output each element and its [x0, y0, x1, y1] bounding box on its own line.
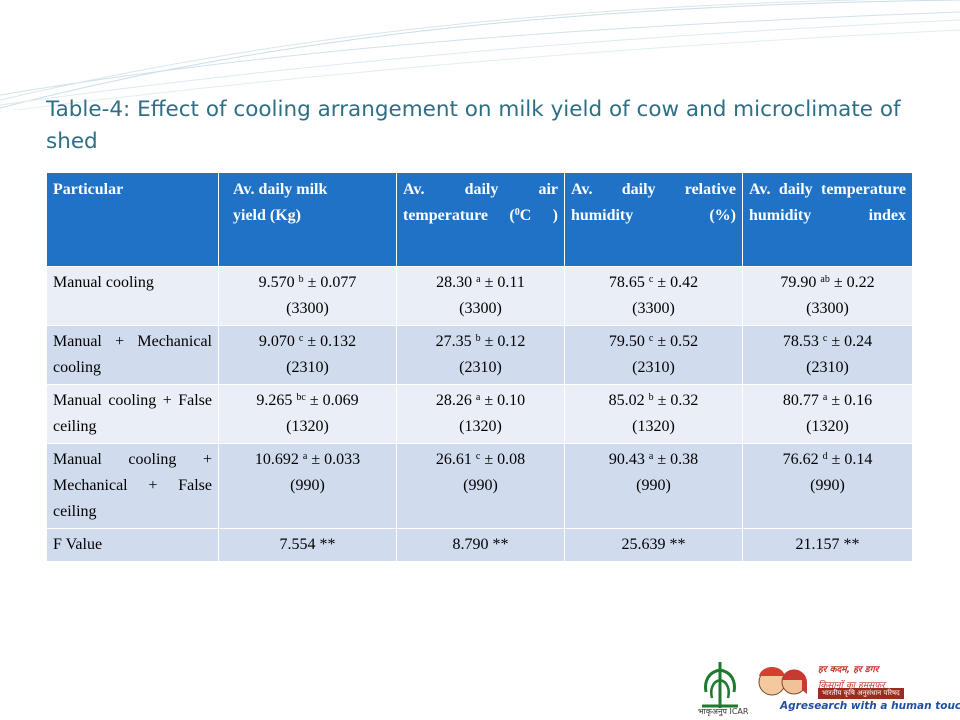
data-cell: 27.35 b ± 0.12 (2310): [396, 325, 565, 385]
data-cell: 9.570 b ± 0.077 (3300): [218, 266, 397, 326]
f-value-cell: 21.157 **: [742, 528, 913, 562]
data-table: Particular Av. daily milk yield (Kg) Av.…: [46, 172, 913, 562]
table-row: Manual + Mechanical cooling 9.070 c ± 0.1…: [46, 325, 913, 385]
f-value-label: F Value: [46, 528, 219, 562]
data-cell: 9.070 c ± 0.132 (2310): [218, 325, 397, 385]
f-value-row: F Value 7.554 ** 8.790 ** 25.639 ** 21.1…: [46, 528, 913, 562]
header-milk-yield: Av. daily milk yield (Kg): [218, 172, 397, 267]
data-cell: 85.02 b ± 0.32 (1320): [564, 384, 743, 444]
decorative-swoosh: [0, 0, 960, 110]
slide-title: Table-4: Effect of cooling arrangement o…: [46, 97, 901, 154]
header-thi: Av. daily temperature humidity index: [742, 172, 913, 267]
header-particular: Particular: [46, 172, 219, 267]
f-value-cell: 8.790 **: [396, 528, 565, 562]
data-cell: 79.90 ab ± 0.22 (3300): [742, 266, 913, 326]
header-humidity: Av. daily relative humidity (%): [564, 172, 743, 267]
row-particular: Manual + Mechanical cooling: [46, 325, 219, 385]
row-particular: Manual cooling: [46, 266, 219, 326]
f-value-cell: 7.554 **: [218, 528, 397, 562]
row-particular: Manual cooling + False ceiling: [46, 384, 219, 444]
data-cell: 10.692 a ± 0.033 (990): [218, 443, 397, 529]
header-air-temp: Av. daily air temperature (0C ): [396, 172, 565, 267]
hindi-slogan-1: हर कदम, हर डगर: [818, 665, 879, 675]
table-header-row: Particular Av. daily milk yield (Kg) Av.…: [46, 172, 913, 267]
data-cell: 28.26 a ± 0.10 (1320): [396, 384, 565, 444]
table-row: Manual cooling + False ceiling 9.265 bc ±…: [46, 384, 913, 444]
icar-hindi-name: भारतीय कृषि अनुसंधान परिषद: [818, 688, 904, 699]
icar-caption: भाकृअनुप ICAR: [698, 707, 749, 716]
hindi-slogan-2: किसानों का हमसफर: [818, 681, 885, 691]
table-row: Manual cooling 9.570 b ± 0.077 (3300) 28.30…: [46, 266, 913, 326]
data-cell: 76.62 d ± 0.14 (990): [742, 443, 913, 529]
icar-logo: [702, 662, 738, 708]
data-cell: 79.50 c ± 0.52 (2310): [564, 325, 743, 385]
row-particular: Manual cooling + Mechanical + False ceil…: [46, 443, 219, 529]
f-value-cell: 25.639 **: [564, 528, 743, 562]
data-cell: 28.30 a ± 0.11 (3300): [396, 266, 565, 326]
data-cell: 90.43 a ± 0.38 (990): [564, 443, 743, 529]
data-cell: 78.53 c ± 0.24 (2310): [742, 325, 913, 385]
farmers-icon: [758, 667, 807, 696]
tagline: Agresearch with a human touch: [780, 700, 960, 712]
table-row: Manual cooling + Mechanical + False ceil…: [46, 443, 913, 529]
data-cell: 26.61 c ± 0.08 (990): [396, 443, 565, 529]
data-cell: 9.265 bc ± 0.069 (1320): [218, 384, 397, 444]
data-cell: 78.65 c ± 0.42 (3300): [564, 266, 743, 326]
data-cell: 80.77 a ± 0.16 (1320): [742, 384, 913, 444]
